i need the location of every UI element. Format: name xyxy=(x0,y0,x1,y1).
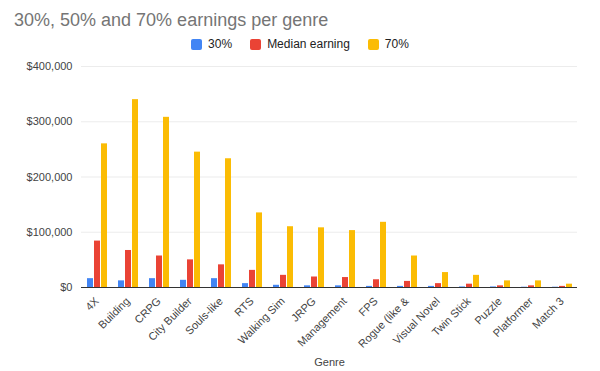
html-text:70%: 70% xyxy=(384,37,409,51)
svg-text:4X: 4X xyxy=(83,294,101,312)
svg-text:RTS: RTS xyxy=(232,295,256,319)
svg-text:Building: Building xyxy=(96,295,132,331)
svg-text:CRPG: CRPG xyxy=(131,294,163,326)
svg-text:Genre: Genre xyxy=(314,356,345,368)
svg-text:$300,000: $300,000 xyxy=(27,115,73,127)
svg-text:Rogue (like &: Rogue (like & xyxy=(355,294,411,350)
svg-text:JRPG: JRPG xyxy=(289,295,318,324)
svg-text:$100,000: $100,000 xyxy=(27,226,73,238)
svg-text:Twin Stick: Twin Stick xyxy=(429,294,473,338)
svg-text:Walking Sim: Walking Sim xyxy=(235,295,286,346)
svg-text:City Builder: City Builder xyxy=(146,295,194,343)
svg-text:$0: $0 xyxy=(60,281,72,293)
html-text:Median earning: Median earning xyxy=(267,37,350,51)
svg-text:FPS: FPS xyxy=(356,295,380,319)
svg-text:Puzzle: Puzzle xyxy=(472,294,504,327)
html-text:30%: 30% xyxy=(208,37,233,51)
svg-text:$400,000: $400,000 xyxy=(27,60,73,72)
svg-text:Platformer: Platformer xyxy=(491,295,536,340)
svg-text:Management: Management xyxy=(295,295,349,349)
svg-text:$200,000: $200,000 xyxy=(27,171,73,183)
html-text:30%, 50% and 70% earnings per: 30%, 50% and 70% earnings per genre xyxy=(14,10,329,30)
svg-text:Visual Novel: Visual Novel xyxy=(390,295,442,347)
svg-text:Souls-like: Souls-like xyxy=(183,295,225,337)
svg-text:Match 3: Match 3 xyxy=(530,295,566,331)
